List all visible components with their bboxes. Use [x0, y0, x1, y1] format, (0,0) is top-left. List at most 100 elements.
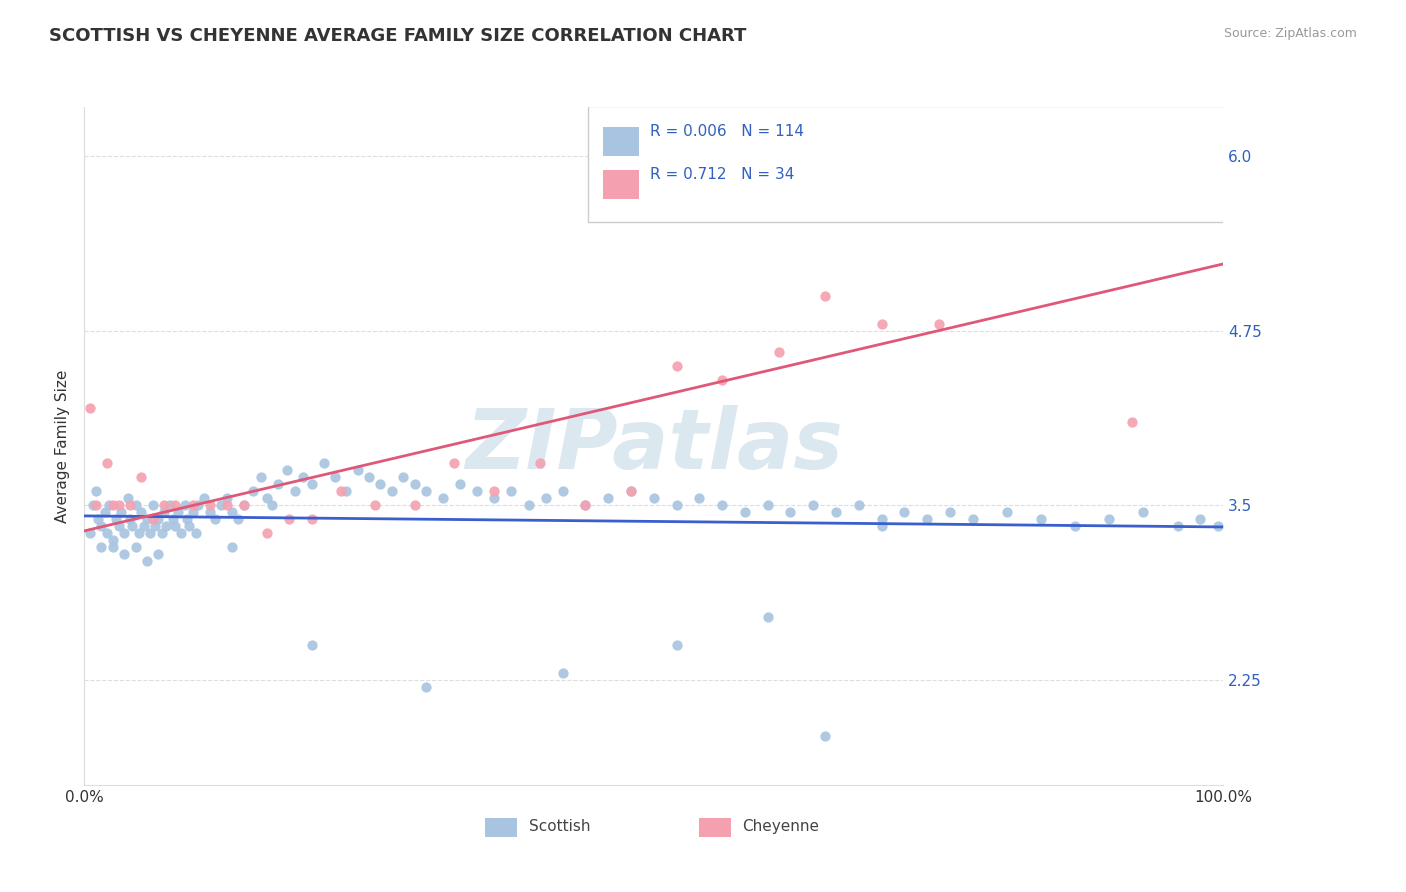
Point — [187, 499, 209, 513]
Point — [870, 317, 893, 331]
Point — [118, 512, 141, 526]
Point — [204, 512, 226, 526]
Point — [301, 477, 323, 491]
Point — [193, 491, 215, 506]
Point — [404, 499, 426, 513]
Point — [995, 505, 1018, 519]
Point — [381, 484, 404, 499]
Point — [101, 533, 124, 548]
Point — [768, 344, 790, 359]
Point — [359, 470, 381, 484]
Point — [166, 505, 188, 519]
Point — [124, 541, 146, 555]
Point — [181, 499, 204, 513]
Point — [242, 484, 264, 499]
Y-axis label: Average Family Size: Average Family Size — [55, 369, 70, 523]
Point — [814, 729, 837, 743]
Point — [215, 491, 238, 506]
Point — [734, 505, 756, 519]
Point — [756, 499, 779, 513]
Point — [432, 491, 454, 506]
Point — [107, 499, 129, 513]
Point — [598, 491, 620, 506]
Point — [98, 499, 121, 513]
Point — [529, 457, 551, 471]
Point — [181, 505, 204, 519]
FancyBboxPatch shape — [699, 818, 731, 838]
Point — [221, 541, 243, 555]
Point — [142, 499, 165, 513]
Point — [346, 463, 368, 477]
FancyBboxPatch shape — [603, 128, 638, 156]
Text: Cheyenne: Cheyenne — [742, 820, 820, 835]
Point — [1064, 519, 1087, 533]
Point — [256, 526, 278, 541]
Point — [501, 484, 523, 499]
Point — [148, 547, 170, 561]
Point — [94, 505, 117, 519]
Point — [276, 463, 298, 477]
Point — [620, 484, 643, 499]
Point — [665, 499, 688, 513]
FancyBboxPatch shape — [603, 170, 638, 199]
Point — [870, 519, 893, 533]
Point — [209, 499, 232, 513]
Point — [711, 499, 734, 513]
Point — [1132, 505, 1154, 519]
Point — [155, 519, 177, 533]
Point — [551, 484, 574, 499]
Point — [392, 470, 415, 484]
Point — [107, 519, 129, 533]
Point — [118, 499, 141, 513]
Point — [329, 484, 352, 499]
Point — [132, 519, 155, 533]
Point — [370, 477, 392, 491]
Point — [112, 547, 135, 561]
FancyBboxPatch shape — [485, 818, 517, 838]
Point — [267, 477, 290, 491]
Point — [139, 526, 162, 541]
Point — [665, 359, 688, 373]
Point — [87, 512, 110, 526]
Point — [574, 499, 596, 513]
Point — [312, 457, 335, 471]
Point — [131, 505, 153, 519]
Point — [96, 526, 118, 541]
Point — [415, 484, 437, 499]
Point — [449, 477, 471, 491]
Point — [335, 484, 357, 499]
Point — [90, 519, 112, 533]
Point — [665, 638, 688, 652]
Point — [142, 512, 165, 526]
Point — [848, 499, 870, 513]
Point — [620, 484, 643, 499]
Point — [112, 526, 135, 541]
Point — [179, 519, 201, 533]
Point — [915, 512, 938, 526]
Point — [250, 470, 273, 484]
Point — [278, 512, 301, 526]
Point — [484, 491, 506, 506]
Point — [825, 505, 848, 519]
Point — [131, 470, 153, 484]
Point — [284, 484, 307, 499]
Point — [779, 505, 801, 519]
Point — [364, 499, 387, 513]
Point — [173, 499, 195, 513]
Point — [443, 457, 465, 471]
Point — [79, 401, 101, 415]
Point — [893, 505, 915, 519]
Point — [159, 499, 181, 513]
Point — [1029, 512, 1052, 526]
Point — [84, 484, 107, 499]
Point — [801, 499, 824, 513]
Point — [79, 526, 101, 541]
Point — [124, 499, 146, 513]
Point — [262, 499, 284, 513]
Point — [148, 512, 170, 526]
Point — [165, 519, 187, 533]
Point — [101, 541, 124, 555]
Point — [1206, 519, 1229, 533]
Point — [301, 512, 323, 526]
Point — [292, 470, 315, 484]
